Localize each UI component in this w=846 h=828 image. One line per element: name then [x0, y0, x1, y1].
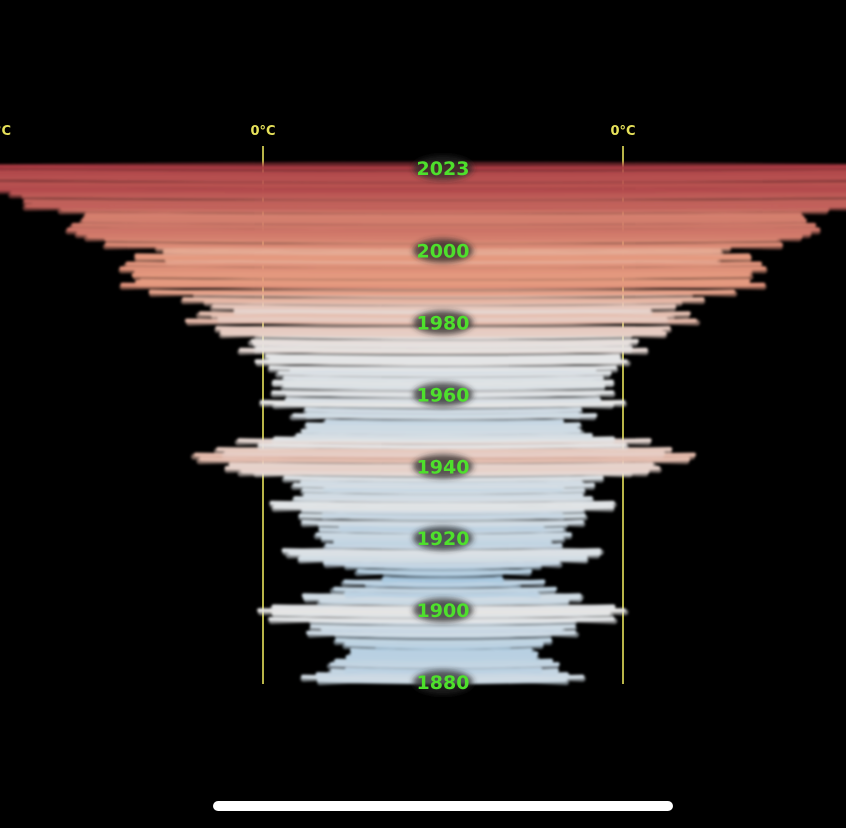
- year-ring-1989: [148, 289, 736, 296]
- year-ring-2009: [83, 215, 805, 222]
- year-label-2023: 2023: [417, 158, 470, 180]
- year-labels-layer: 2023 2000 1980 1960 1940 1920 1900 1880: [413, 156, 473, 694]
- year-ring-2010: [84, 212, 803, 219]
- year-ring-1909: [381, 576, 504, 583]
- year-ring-1906: [333, 586, 558, 593]
- year-label-1940: 1940: [417, 456, 470, 478]
- year-label-halo-1880: [413, 670, 473, 694]
- year-label-2000: 2000: [417, 241, 470, 263]
- axis-left-zero-label: 0°C: [250, 124, 275, 139]
- year-ring-1996: [125, 261, 763, 268]
- year-ring-1895: [320, 626, 563, 633]
- year-label-1880: 1880: [417, 672, 470, 694]
- year-label-1900: 1900: [417, 600, 470, 622]
- year-ring-1885: [329, 662, 560, 669]
- year-label-halo-1900: [413, 598, 473, 623]
- year-ring-1949: [295, 433, 593, 440]
- year-ring-1915: [299, 555, 588, 562]
- year-ring-1992: [139, 278, 751, 285]
- year-ring-1955: [305, 412, 580, 419]
- year-label-halo-2023: [413, 156, 473, 180]
- year-ring-1894: [306, 630, 577, 637]
- year-ring-2012: [24, 203, 846, 210]
- year-ring-1971: [264, 353, 621, 361]
- year-ring-2017: [0, 187, 846, 194]
- year-ring-1937: [283, 475, 604, 482]
- year-ring-2004: [86, 234, 803, 241]
- year-label-halo-1980: [413, 310, 473, 335]
- year-ring-1990: [120, 282, 766, 289]
- year-label-1920: 1920: [417, 528, 470, 550]
- year-ring-1994: [134, 269, 752, 276]
- year-ring-1975: [250, 338, 639, 346]
- year-label-1980: 1980: [417, 313, 470, 335]
- year-label-1960: 1960: [417, 384, 470, 406]
- year-ring-2014: [23, 198, 846, 206]
- year-ring-1946: [257, 442, 628, 449]
- year-ring-1911: [356, 568, 533, 576]
- year-ring-1908: [343, 579, 546, 586]
- year-ring-1993: [131, 273, 751, 280]
- year-ring-1892: [334, 638, 553, 645]
- year-label-halo-1940: [413, 454, 473, 479]
- year-ring-1916: [288, 551, 602, 558]
- year-ring-1968: [268, 365, 618, 372]
- year-ring-1987: [181, 297, 705, 304]
- year-label-halo-1960: [413, 382, 473, 407]
- year-ring-1956: [304, 407, 582, 414]
- year-ring-1951: [306, 425, 578, 432]
- year-ring-2016: [10, 191, 846, 198]
- year-label-halo-1920: [413, 526, 473, 551]
- year-ring-1970: [268, 357, 621, 364]
- year-ring-2005: [76, 230, 812, 238]
- year-ring-1925: [301, 519, 585, 527]
- year-ring-1917: [281, 548, 602, 555]
- year-ring-1927: [321, 512, 564, 520]
- year-ring-1886: [334, 658, 554, 665]
- year-ring-1931: [293, 496, 594, 503]
- year-ring-1965: [283, 375, 604, 382]
- axis-left-plus1-label: +1°C: [0, 124, 11, 139]
- year-ring-1896: [310, 624, 576, 631]
- year-label-halo-2000: [413, 238, 473, 263]
- year-ring-2008: [81, 218, 807, 225]
- year-ring-1936: [300, 480, 583, 487]
- year-ring-1930: [269, 500, 615, 507]
- year-ring-1932: [303, 492, 584, 499]
- axis-right-zero-label: 0°C: [610, 124, 635, 139]
- year-ring-2007: [71, 222, 817, 230]
- home-indicator-bar[interactable]: [213, 801, 673, 811]
- year-ring-1995: [119, 266, 767, 273]
- year-ring-1929: [272, 504, 615, 511]
- year-ring-1889: [349, 647, 533, 655]
- year-ring-1974: [252, 341, 630, 348]
- year-ring-1973: [255, 346, 633, 353]
- year-ring-1945: [216, 446, 673, 454]
- year-ring-1888: [350, 651, 539, 658]
- year-ring-1891: [344, 642, 544, 649]
- year-ring-1950: [300, 428, 582, 435]
- year-ring-1887: [345, 655, 538, 662]
- year-ring-1913: [322, 560, 561, 568]
- year-ring-1985: [211, 304, 677, 311]
- year-ring-1948: [273, 436, 616, 443]
- year-ring-2019: [0, 181, 846, 188]
- year-ring-2006: [66, 227, 821, 234]
- year-ring-1928: [301, 507, 584, 515]
- year-ring-2011: [60, 207, 830, 214]
- year-ring-1966: [277, 370, 612, 378]
- year-ring-1905: [343, 591, 539, 598]
- year-ring-1953: [324, 419, 564, 426]
